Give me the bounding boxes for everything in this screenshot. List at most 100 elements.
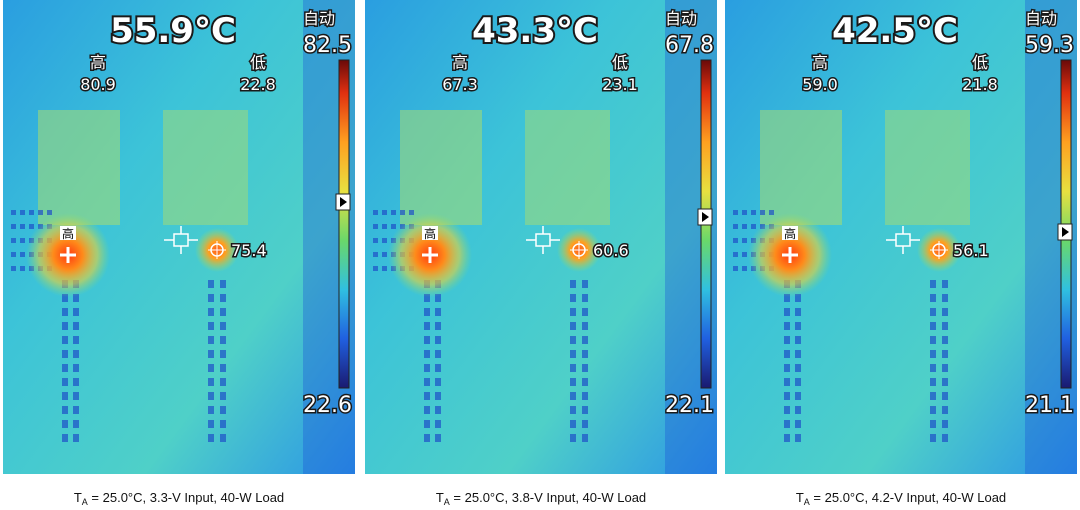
scale-max: 82.5 (303, 33, 352, 58)
trace (220, 294, 226, 302)
via (760, 210, 765, 215)
via (373, 266, 378, 271)
via (11, 210, 16, 215)
via (382, 238, 387, 243)
caption-rest: = 25.0°C, 4.2-V Input, 40-W Load (810, 490, 1006, 505)
trace (930, 350, 936, 358)
trace (930, 378, 936, 386)
caption-rest: = 25.0°C, 3.3-V Input, 40-W Load (88, 490, 284, 505)
via (47, 210, 52, 215)
trace (784, 392, 790, 400)
trace (424, 378, 430, 386)
trace (73, 406, 79, 414)
trace (930, 392, 936, 400)
trace (570, 322, 576, 330)
high-marker (422, 247, 438, 263)
via (382, 224, 387, 229)
high-value: 67.3 (442, 75, 478, 94)
mode-label: 自动 (303, 9, 335, 28)
trace (424, 322, 430, 330)
trace (930, 294, 936, 302)
trace (208, 434, 214, 442)
spot-value: 60.6 (593, 241, 629, 260)
trace (435, 322, 441, 330)
via (742, 238, 747, 243)
trace (784, 294, 790, 302)
low-value: 23.1 (602, 75, 638, 94)
trace (582, 336, 588, 344)
trace (570, 434, 576, 442)
trace (220, 392, 226, 400)
caption: TA = 25.0°C, 3.8-V Input, 40-W Load (436, 490, 646, 507)
via (733, 252, 738, 257)
trace (930, 406, 936, 414)
trace (220, 378, 226, 386)
scale-min: 21.1 (1025, 393, 1074, 418)
scale-min: 22.1 (665, 393, 714, 418)
trace (62, 350, 68, 358)
via (409, 210, 414, 215)
scale-pointer-arrow (1062, 227, 1069, 237)
via (391, 224, 396, 229)
high-label: 高 (452, 53, 468, 72)
via (742, 210, 747, 215)
trace (435, 364, 441, 372)
trace (795, 294, 801, 302)
trace (570, 406, 576, 414)
trace (582, 378, 588, 386)
via (733, 238, 738, 243)
via (29, 224, 34, 229)
trace (424, 350, 430, 358)
trace (795, 364, 801, 372)
via (20, 252, 25, 257)
component (163, 110, 248, 225)
trace (62, 420, 68, 428)
trace (582, 322, 588, 330)
low-label: 低 (250, 53, 266, 72)
trace (795, 434, 801, 442)
trace (795, 420, 801, 428)
trace (424, 420, 430, 428)
high-tag (782, 226, 798, 240)
trace (208, 364, 214, 372)
trace (582, 308, 588, 316)
via (742, 252, 747, 257)
via (733, 210, 738, 215)
trace (435, 378, 441, 386)
trace (220, 406, 226, 414)
trace (220, 364, 226, 372)
via (769, 210, 774, 215)
via (11, 252, 16, 257)
trace (73, 420, 79, 428)
via (11, 238, 16, 243)
via (29, 210, 34, 215)
trace (62, 322, 68, 330)
trace (62, 406, 68, 414)
trace (424, 392, 430, 400)
low-value: 21.8 (962, 75, 998, 94)
via (382, 252, 387, 257)
trace (62, 336, 68, 344)
high-tag (60, 226, 76, 240)
trace (220, 322, 226, 330)
high-tag-text: 高 (424, 226, 436, 241)
caption-sub: A (804, 497, 810, 507)
trace (930, 322, 936, 330)
component (38, 110, 120, 225)
trace (220, 280, 226, 288)
center-temperature: 43.3°C (472, 11, 598, 51)
trace (795, 350, 801, 358)
component (885, 110, 970, 225)
trace (435, 420, 441, 428)
via (373, 224, 378, 229)
caption: TA = 25.0°C, 3.3-V Input, 40-W Load (74, 490, 284, 507)
via (373, 252, 378, 257)
trace (942, 420, 948, 428)
high-label: 高 (812, 53, 828, 72)
trace (208, 350, 214, 358)
trace (795, 336, 801, 344)
trace (795, 308, 801, 316)
trace (570, 308, 576, 316)
trace (435, 308, 441, 316)
